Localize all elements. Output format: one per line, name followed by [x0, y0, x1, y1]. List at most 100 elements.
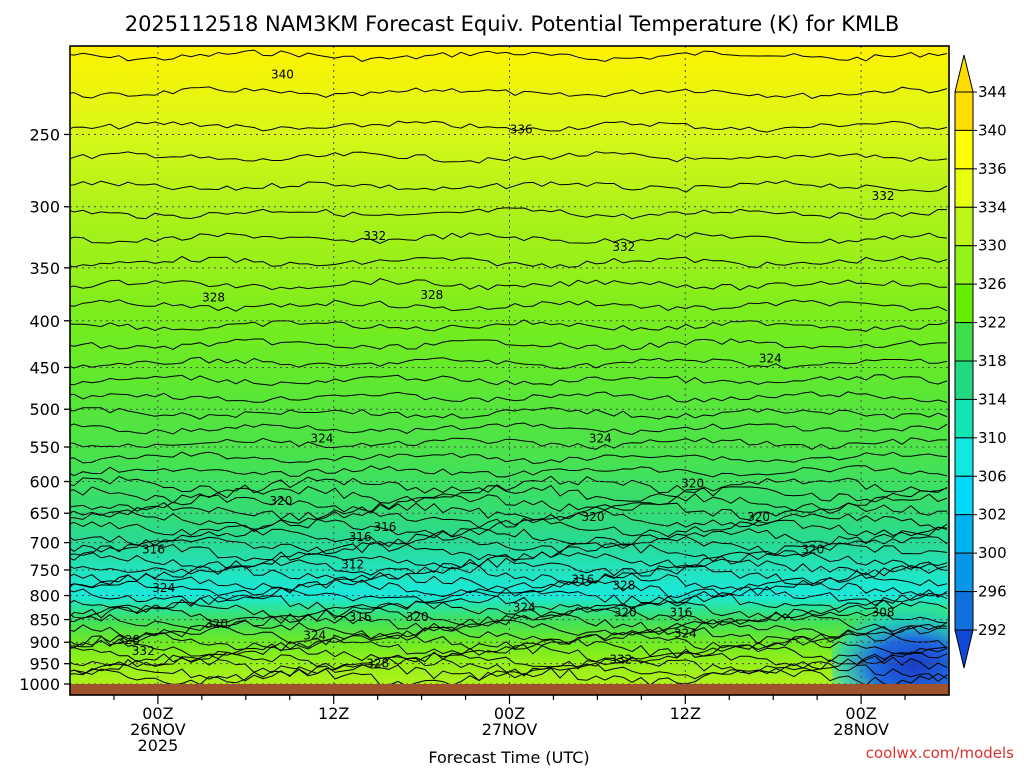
colorbar-swatch: [954, 283, 974, 324]
y-tick-label: 850: [29, 611, 60, 630]
contour-label: 312: [341, 558, 364, 572]
colorbar-swatch: [954, 475, 974, 516]
contour-line: [70, 526, 948, 546]
contour-label: 336: [510, 123, 533, 137]
contour-line: [70, 120, 948, 133]
contour-line: [70, 619, 948, 640]
contour-line: [70, 180, 948, 193]
contour-line: [70, 557, 948, 577]
contour-label: 332: [609, 652, 632, 666]
y-tick-label: 750: [29, 561, 60, 580]
contour-line: [70, 599, 948, 619]
x-tick-label: 28NOV: [833, 720, 889, 739]
contour-line: [70, 255, 948, 269]
contour-label: 340: [271, 68, 294, 82]
contour-label: 320: [205, 617, 228, 631]
contour-line: [70, 518, 948, 538]
colorbar-swatch: [954, 322, 974, 362]
chart-title: 2025112518 NAM3KM Forecast Equiv. Potent…: [125, 12, 900, 36]
colorbar-label: 292: [978, 621, 1007, 639]
y-tick-label: 400: [29, 312, 60, 331]
contour-label: 316: [349, 610, 372, 624]
y-tick-label: 700: [29, 534, 60, 553]
x-tick-label: 12Z: [318, 704, 349, 723]
contour-label: 320: [747, 510, 770, 524]
contour-line: [70, 550, 948, 570]
colorbar-swatch: [954, 168, 974, 208]
contour-line: [70, 86, 948, 99]
contour-label: 324: [152, 581, 175, 595]
contour-label: 328: [420, 288, 443, 302]
x-axis-label: Forecast Time (UTC): [428, 748, 589, 767]
y-tick-label: 1000: [19, 675, 60, 694]
y-tick-label: 350: [29, 259, 60, 278]
colorbar-label: 310: [978, 429, 1007, 447]
contour-label: 324: [759, 352, 782, 366]
contour-line: [70, 625, 948, 646]
contour-line: [70, 502, 948, 521]
colorbar-label: 314: [978, 390, 1007, 408]
contour-line: [70, 655, 948, 676]
colorbar-swatch: [954, 91, 974, 131]
colorbar-swatch: [954, 591, 974, 631]
contour-line: [70, 465, 948, 478]
y-tick-label: 250: [29, 125, 60, 144]
contour-line: [70, 592, 948, 613]
contour-label: 320: [270, 494, 293, 508]
contour-line: [70, 407, 948, 420]
contour-label: 316: [571, 572, 594, 586]
contour-label: 328: [612, 579, 635, 593]
x-tick-label: 00Z: [845, 704, 876, 723]
colorbar: 344 340 336 334 330 326 322 318 314 310 306 302 300 2…: [954, 54, 1007, 669]
contour-label: 324: [513, 601, 536, 615]
y-tick-label: 800: [29, 587, 60, 606]
contour-line: [70, 319, 948, 332]
contour-label: 316: [669, 606, 692, 620]
contour-label: 324: [303, 629, 326, 643]
credit-text[interactable]: coolwx.com/models: [866, 744, 1014, 762]
contour-label: 332: [363, 229, 386, 243]
contour-line: [70, 564, 948, 586]
colorbar-arrow-top: [954, 54, 974, 93]
x-tick-label: 26NOV: [130, 720, 186, 739]
x-tick-label: 12Z: [670, 704, 701, 723]
colorbar-swatch: [954, 514, 974, 554]
contour-lines: [70, 49, 948, 684]
x-tick-label: 2025: [138, 736, 179, 755]
contour-label: 320: [681, 476, 704, 490]
colorbar-label: 326: [978, 275, 1007, 293]
x-tick-label: 00Z: [142, 704, 173, 723]
contour-label: 332: [872, 189, 895, 203]
contour-line: [70, 151, 948, 164]
contour-line: [70, 475, 948, 494]
contour-label: 320: [801, 542, 824, 556]
contour-line: [70, 49, 948, 63]
colorbar-label: 330: [978, 237, 1007, 255]
colorbar-swatch: [954, 552, 974, 593]
y-tick-label: 300: [29, 198, 60, 217]
colorbar-label: 302: [978, 506, 1007, 524]
contour-line: [70, 338, 947, 351]
contour-line: [70, 437, 947, 450]
contour-line: [70, 509, 948, 531]
contour-line: [70, 278, 948, 291]
contour-label: 320: [406, 610, 429, 624]
contour-label: 328: [366, 657, 389, 671]
contour-label: 308: [872, 606, 895, 620]
contour-line: [70, 637, 948, 659]
x-tick-label: 27NOV: [482, 720, 538, 739]
colorbar-label: 336: [978, 160, 1007, 178]
y-axis: 250 300 350 400 450 500 550 600 650 700 750 800 850 9…: [19, 125, 70, 694]
contour-labels: 340 336 332 332 332 328 328 324 324 324 320 320 320 3…: [117, 68, 895, 671]
colorbar-swatch: [954, 245, 974, 285]
contour-line: [70, 578, 948, 599]
contour-line: [70, 207, 948, 220]
y-tick-label: 900: [29, 633, 60, 652]
contour-line: [70, 586, 948, 606]
x-tick-label: 00Z: [494, 704, 525, 723]
contour-line: [70, 356, 948, 370]
contour-line: [70, 606, 948, 626]
contour-label: 320: [614, 606, 637, 620]
colorbar-label: 318: [978, 352, 1007, 370]
